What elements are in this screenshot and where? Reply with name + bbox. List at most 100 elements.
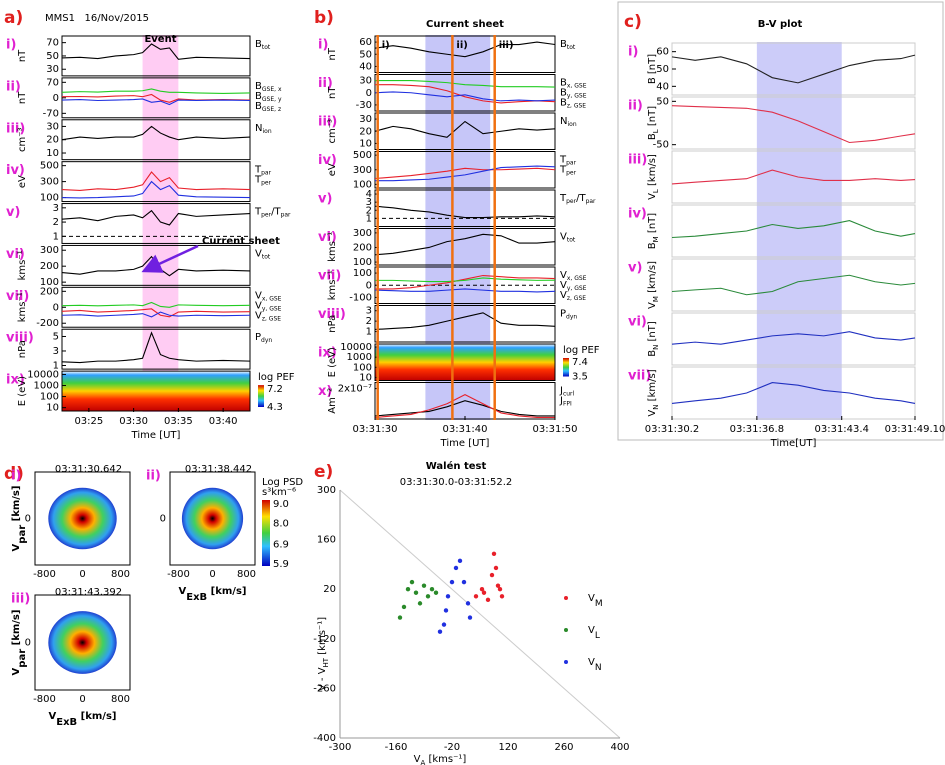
colorbar [563, 358, 569, 377]
point [418, 601, 422, 605]
row-unit: BM [nT] [647, 213, 660, 249]
y-axis-label: V - VHT [kms⁻¹] [317, 617, 330, 691]
point [500, 594, 504, 598]
text-part: nT [17, 49, 28, 62]
y-tick-label: 200 [353, 242, 372, 253]
colorbar-title: log PEF [258, 372, 295, 383]
point [486, 598, 490, 602]
x-tick-label: 03:31:30.2 [645, 424, 699, 435]
x-tick-label: 03:31:30 [353, 424, 398, 435]
point [494, 566, 498, 570]
point [414, 591, 418, 595]
legend-label: VL [588, 625, 600, 641]
subscript: N [595, 663, 602, 673]
subscript: tot [567, 237, 576, 244]
y-tick-label: -50 [653, 140, 669, 151]
subscript: per [261, 212, 272, 219]
point [458, 559, 462, 563]
row-label: v) [318, 192, 332, 207]
subscript: y, GSE [567, 285, 587, 292]
text-part: [km/s] [11, 610, 22, 649]
y-tick-label: 100 [353, 362, 372, 373]
colorbar-tick-label: 7.2 [267, 384, 283, 395]
row-unit: kms⁻¹ [17, 292, 28, 322]
y-tick-label: 70 [46, 38, 59, 49]
point [446, 594, 450, 598]
x-tick-label: 800 [237, 569, 256, 580]
point [474, 594, 478, 598]
subscript: GSE, y [262, 96, 282, 103]
y-tick-label: 0 [366, 280, 372, 291]
subscript: par [261, 170, 271, 177]
point [426, 594, 430, 598]
subscript: ExB [56, 717, 77, 728]
colorbar-title: log PEF [563, 345, 600, 356]
y-tick-label: 0 [25, 638, 31, 649]
text-part: N [255, 123, 262, 134]
subscript: y, GSE [262, 305, 282, 312]
row-unit: kms⁻¹ [17, 250, 28, 280]
subscript: GSE, x [262, 86, 282, 93]
subscript: par [586, 198, 596, 205]
text-part: [kms⁻¹] [317, 617, 328, 658]
subscript: dyn [261, 337, 272, 344]
y-tick-label: 10000 [27, 369, 59, 380]
y-tick-label: 5 [53, 331, 59, 342]
point [398, 615, 402, 619]
y-tick-label: 3 [53, 346, 59, 357]
y-tick-label: -70 [43, 108, 59, 119]
distribution [48, 488, 116, 549]
point [438, 630, 442, 634]
point [442, 622, 446, 626]
legend-label: VM [588, 593, 603, 609]
x-tick-label: 800 [111, 694, 130, 705]
text-part: cm⁻³ [17, 127, 28, 152]
subplot-label: i) [11, 469, 21, 484]
subscript: z, GSE [262, 315, 281, 322]
y-tick-label: 300 [40, 245, 59, 256]
marker-label: i) [382, 40, 390, 51]
y-tick-label: 50 [656, 96, 669, 107]
x-axis-label: VExB [km/s] [179, 586, 247, 603]
text-part: kms⁻¹ [17, 292, 28, 322]
y-tick-label: -400 [313, 733, 336, 744]
y-tick-label: 2 [53, 217, 59, 228]
spectrogram [375, 344, 555, 381]
x-axis-label: VA [kms⁻¹] [414, 754, 467, 765]
y-tick-label: 20 [46, 135, 59, 146]
series-label: Pdyn [560, 309, 577, 321]
row-unit: VN [km/s] [647, 369, 660, 416]
text-part: nT [327, 86, 338, 99]
y-tick-label: 10 [46, 148, 59, 159]
y-tick-label: 0 [366, 88, 372, 99]
row-label: ii) [628, 99, 643, 114]
x-axis-label: Time [UT] [131, 430, 181, 441]
row-unit: cm⁻³ [17, 127, 28, 152]
row-unit: VM [km/s] [647, 261, 660, 309]
chart-subtitle: 03:31:30.0-03:31:52.2 [400, 477, 513, 488]
point [406, 587, 410, 591]
y-tick-label: 50 [46, 51, 59, 62]
series-label: Tper/Tpar [559, 193, 596, 205]
x-tick-label: 03:31:43.4 [814, 424, 868, 435]
y-tick-label: 160 [317, 535, 336, 546]
x-tick-label: 400 [610, 742, 629, 753]
x-tick-label: 260 [554, 742, 573, 753]
x-tick-label: 0 [209, 569, 215, 580]
colorbar-tick-label: 5.9 [273, 559, 289, 570]
row-unit: BN [nT] [647, 321, 660, 357]
point [444, 608, 448, 612]
subscript: par [17, 649, 28, 668]
text-part: [nT] [647, 213, 658, 237]
y-tick-label: 20 [323, 584, 336, 595]
y-tick-label: 3 [366, 306, 372, 317]
text-part: nT [17, 91, 28, 104]
row-label: v) [628, 261, 642, 276]
text-part: B [nT] [647, 54, 658, 84]
y-tick-label: 1 [366, 327, 372, 338]
marker-label: iii) [499, 40, 514, 51]
point [490, 573, 494, 577]
text-part: cm⁻³ [327, 119, 338, 144]
subplot-time: 03:31:43.392 [55, 587, 122, 598]
subscript: x, GSE [262, 295, 282, 302]
